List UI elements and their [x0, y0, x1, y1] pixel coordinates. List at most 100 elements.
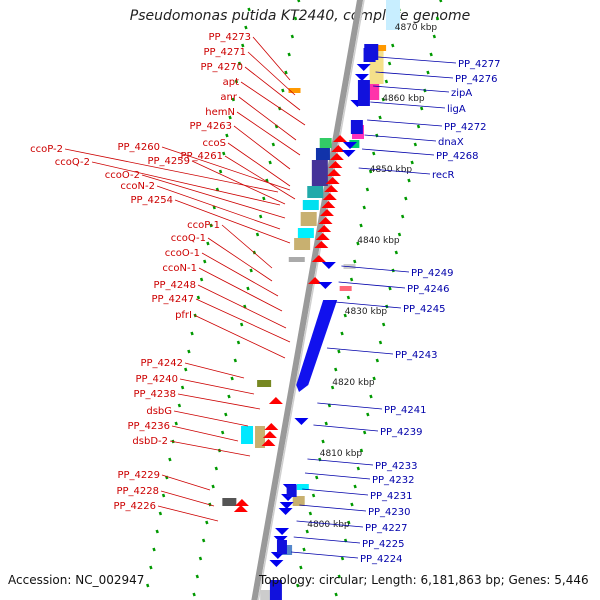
- reverse-gene-arrow: [343, 142, 358, 149]
- label-leader: [358, 167, 431, 175]
- forward-gene-arrow: [314, 241, 329, 248]
- gene-block: [302, 200, 319, 210]
- tick-mark: [337, 574, 341, 579]
- gene-block: [296, 484, 309, 490]
- tick-mark: [158, 511, 163, 516]
- left-gene-label: PP_4260: [117, 142, 160, 153]
- tick-mark: [236, 340, 241, 345]
- gene-block: [374, 45, 387, 51]
- right-gene-label: PP_4249: [411, 268, 454, 279]
- label-leader: [335, 301, 402, 309]
- tick-mark: [246, 286, 250, 291]
- tick-mark: [410, 160, 414, 165]
- gene-block: [276, 540, 287, 554]
- gene-block: [294, 238, 311, 250]
- tick-mark: [378, 340, 383, 345]
- left-gene-label: PP_4226: [113, 501, 156, 512]
- right-gene-label: PP_4241: [384, 405, 427, 416]
- kbp-marker: 4870 kbp: [395, 23, 438, 33]
- left-gene-label: anr: [220, 92, 237, 103]
- left-gene-label: ccoQ-2: [55, 157, 90, 168]
- gene-block: [260, 590, 275, 600]
- tick-mark: [249, 268, 253, 273]
- tick-mark: [388, 286, 392, 291]
- tick-mark: [237, 61, 242, 66]
- forward-gene-arrow: [318, 217, 333, 224]
- tick-mark: [308, 511, 313, 516]
- tick-mark: [268, 160, 272, 165]
- label-leader: [207, 237, 273, 282]
- tick-mark: [302, 547, 306, 552]
- left-gene-label: PP_4236: [127, 421, 170, 432]
- right-gene-label: PP_4239: [380, 427, 423, 438]
- forward-gene-arrow: [327, 169, 342, 176]
- left-gene-label: PP_4247: [151, 294, 194, 305]
- right-gene-label: PP_4243: [395, 350, 438, 361]
- tick-mark: [161, 493, 166, 498]
- label-leader: [367, 119, 443, 127]
- label-leader: [291, 551, 359, 559]
- forward-gene-arrow: [264, 423, 279, 430]
- label-leader: [252, 36, 291, 81]
- tick-mark: [146, 583, 150, 588]
- label-leader: [304, 472, 371, 480]
- label-leader: [364, 134, 437, 142]
- tick-mark: [211, 484, 215, 489]
- reverse-gene-arrow: [273, 536, 288, 543]
- tick-mark: [349, 277, 354, 282]
- label-leader: [160, 490, 215, 507]
- tick-mark: [372, 376, 376, 381]
- label-leader: [184, 362, 245, 379]
- label-leader: [195, 298, 291, 343]
- tick-mark: [228, 115, 232, 120]
- tick-mark: [369, 394, 373, 399]
- tick-mark: [198, 556, 203, 561]
- label-leader: [307, 458, 374, 466]
- tick-mark: [315, 475, 319, 480]
- tick-mark: [168, 457, 172, 462]
- label-leader: [299, 504, 367, 512]
- right-gene-label: PP_4230: [368, 507, 411, 518]
- label-leader: [173, 410, 249, 427]
- tick-mark: [343, 313, 347, 318]
- tick-mark: [334, 592, 338, 597]
- tick-mark: [195, 574, 199, 579]
- tick-mark: [199, 277, 204, 282]
- tick-mark: [296, 583, 300, 588]
- tick-mark: [404, 196, 408, 201]
- tick-mark: [203, 259, 207, 264]
- reverse-gene-arrow: [341, 150, 356, 157]
- tick-mark: [224, 412, 228, 417]
- tick-mark: [220, 430, 225, 435]
- label-leader: [236, 111, 301, 156]
- left-gene-label: PP_4261: [180, 151, 223, 162]
- right-gene-label: PP_4277: [458, 59, 501, 70]
- gene-block: [363, 48, 376, 62]
- tick-mark: [381, 322, 386, 327]
- genome-backbone: [251, 0, 364, 600]
- label-leader: [227, 142, 291, 187]
- tick-mark: [206, 241, 210, 246]
- tick-mark: [384, 79, 389, 84]
- gene-block: [339, 286, 352, 291]
- left-gene-label: PP_4228: [116, 486, 159, 497]
- right-gene-label: dnaX: [438, 137, 464, 148]
- tick-mark: [416, 124, 421, 129]
- tick-mark: [155, 529, 159, 534]
- kbp-marker: 4830 kbp: [345, 307, 388, 317]
- right-gene-label: PP_4231: [370, 491, 413, 502]
- tick-mark: [347, 520, 351, 525]
- tick-mark: [400, 214, 405, 219]
- reverse-gene-arrow: [318, 282, 333, 289]
- forward-gene-arrow: [233, 505, 248, 512]
- left-gene-label: PP_4242: [140, 358, 183, 369]
- label-leader: [198, 267, 283, 312]
- gene-block: [241, 426, 254, 444]
- tick-mark: [350, 502, 354, 507]
- gene-block: [350, 120, 363, 134]
- label-leader: [313, 424, 379, 432]
- genome-backbone-edge: [257, 0, 365, 600]
- label-leader: [221, 224, 273, 269]
- tick-mark: [387, 61, 392, 66]
